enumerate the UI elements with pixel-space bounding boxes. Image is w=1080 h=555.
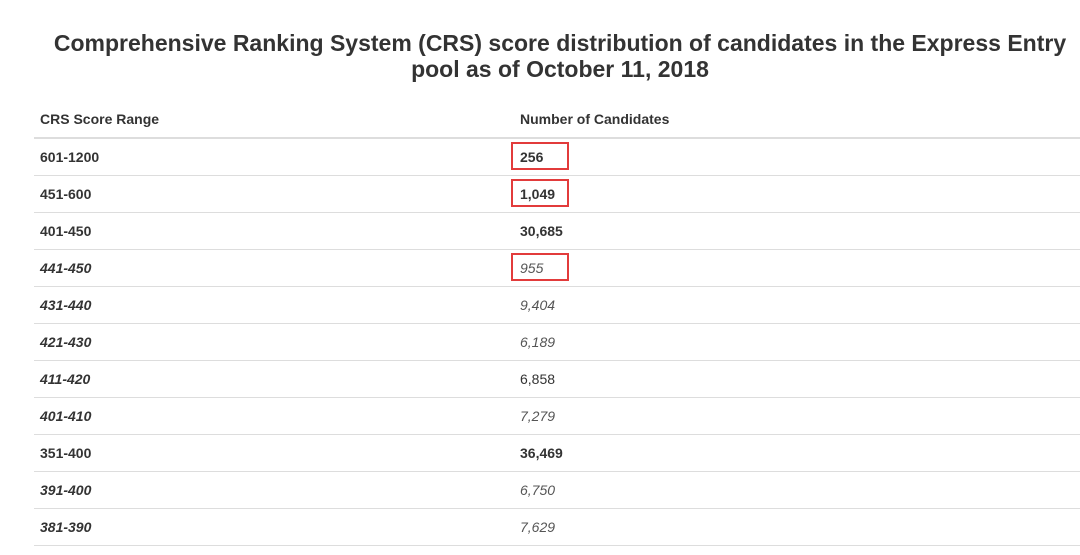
score-range-cell: 451-600	[34, 175, 514, 213]
table-row: 391-400 6,750	[34, 471, 1080, 509]
candidate-count-cell: 7,629	[514, 508, 1080, 546]
candidate-count-cell: 6,750	[514, 471, 1080, 509]
candidate-count-text: 6,189	[520, 334, 556, 350]
table-row: 401-410 7,279	[34, 397, 1080, 435]
table-header-row: CRS Score Range Number of Candidates	[34, 100, 1080, 139]
highlight-box	[511, 142, 569, 170]
score-range-cell: 441-450	[34, 249, 514, 287]
candidate-count-text: 30,685	[520, 223, 563, 239]
candidate-count-cell: 9,404	[514, 286, 1080, 324]
score-range-cell: 421-430	[34, 323, 514, 361]
score-range-cell: 351-400	[34, 434, 514, 472]
score-range-cell: 401-410	[34, 397, 514, 435]
table-row: 421-430 6,189	[34, 323, 1080, 361]
table-row: 401-450 30,685	[34, 212, 1080, 250]
table-row: 411-420 6,858	[34, 360, 1080, 398]
table-row: 441-450 955	[34, 249, 1080, 287]
header-number-of-candidates: Number of Candidates	[514, 100, 1080, 139]
candidate-count-value: 256	[511, 142, 569, 170]
highlight-box	[511, 253, 569, 281]
candidate-count-cell: 6,858	[514, 360, 1080, 398]
header-crs-score-range: CRS Score Range	[34, 100, 514, 139]
candidate-count-text: 7,629	[520, 519, 556, 535]
candidate-count-cell: 30,685	[514, 212, 1080, 250]
candidate-count-text: 1,049	[520, 186, 556, 202]
candidate-count-text: 36,469	[520, 445, 563, 461]
score-range-cell: 411-420	[34, 360, 514, 398]
highlight-box	[511, 179, 569, 207]
table-row: 381-390 7,629	[34, 508, 1080, 546]
candidate-count-value: 9,404	[520, 297, 555, 313]
score-range-cell: 401-450	[34, 212, 514, 250]
candidate-count-text: 9,404	[520, 297, 556, 313]
table-body: 601-1200 256 451-600 1,049 401-450 30,685 441-…	[34, 138, 1080, 546]
candidate-count-value: 36,469	[520, 445, 563, 461]
table-row: 431-440 9,404	[34, 286, 1080, 324]
candidate-count-text: 955	[520, 260, 544, 276]
candidate-count-cell: 256	[511, 138, 1080, 176]
candidate-count-cell: 36,469	[514, 434, 1080, 472]
page-title: Comprehensive Ranking System (CRS) score…	[53, 30, 1067, 82]
score-range-cell: 381-390	[34, 508, 514, 546]
candidate-count-text: 7,279	[520, 408, 556, 424]
candidate-count-value: 6,750	[520, 482, 555, 498]
candidate-count-value: 6,189	[520, 334, 555, 350]
candidate-count-value: 30,685	[520, 223, 563, 239]
table-row: 351-400 36,469	[34, 434, 1080, 472]
score-range-cell: 431-440	[34, 286, 514, 324]
score-range-cell: 391-400	[34, 471, 514, 509]
candidate-count-text: 6,750	[520, 482, 556, 498]
candidate-count-cell: 955	[511, 249, 1080, 287]
candidate-count-cell: 7,279	[514, 397, 1080, 435]
table-row: 601-1200 256	[34, 138, 1080, 176]
candidate-count-cell: 1,049	[511, 175, 1080, 213]
candidate-count-text: 256	[520, 149, 544, 165]
score-range-cell: 601-1200	[34, 138, 514, 176]
candidate-count-value: 7,629	[520, 519, 555, 535]
candidate-count-value: 7,279	[520, 408, 555, 424]
table-row: 451-600 1,049	[34, 175, 1080, 213]
candidate-count-value: 955	[511, 253, 569, 281]
candidate-count-value: 1,049	[511, 179, 569, 207]
candidate-count-text: 6,858	[520, 371, 556, 387]
candidate-count-cell: 6,189	[514, 323, 1080, 361]
crs-distribution-table: CRS Score Range Number of Candidates 601…	[34, 100, 1080, 546]
candidate-count-value: 6,858	[520, 371, 555, 387]
